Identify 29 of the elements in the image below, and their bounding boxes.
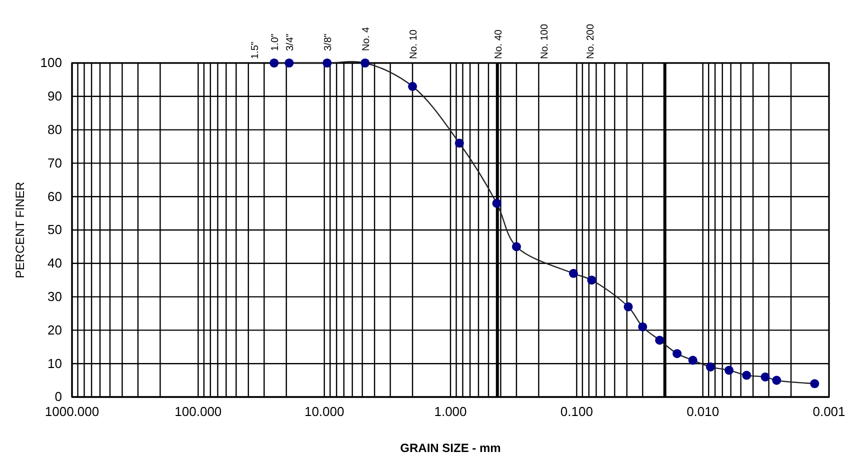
text: 1.5" [250, 41, 262, 59]
x-tick-label: 1.000 [434, 404, 467, 420]
x-tick-label: 1000.000 [44, 404, 100, 420]
annotation: 3/4" [285, 33, 296, 51]
text: No. 200 [585, 24, 596, 59]
y-tick-label: 80 [48, 122, 62, 137]
y-tick-label: 30 [48, 288, 62, 304]
y-tick-label: 60 [48, 188, 62, 204]
x-axis-title: GRAIN SIZE - mm [400, 441, 501, 455]
x-tick-label: 0.001 [812, 404, 846, 420]
y-tick-label: 0 [54, 389, 62, 404]
y-tick-label: 10 [48, 356, 62, 371]
y-tick-label: 100 [40, 55, 62, 70]
y-tick-label: 40 [48, 256, 62, 271]
annotation: No. 4 [361, 26, 372, 51]
x-tick-label: 0.010 [686, 404, 720, 420]
y-tick-label: 20 [48, 322, 62, 338]
x-tick-label: 0.100 [560, 404, 593, 420]
y-axis-title: PERCENT FINER [13, 181, 27, 278]
ref-line-label: No. 40 [493, 29, 504, 59]
y-tick-label: 70 [48, 155, 62, 170]
annotation: 3/8" [323, 33, 334, 51]
x-tick-label: 100.000 [174, 404, 222, 420]
annotation: No. 10 [408, 29, 420, 59]
x-tick-label: 10.000 [304, 404, 344, 420]
y-tick-label: 90 [48, 88, 62, 104]
text: No. 100 [539, 24, 550, 59]
annotation: 1.0" [270, 33, 282, 51]
y-tick-label: 50 [48, 222, 62, 238]
